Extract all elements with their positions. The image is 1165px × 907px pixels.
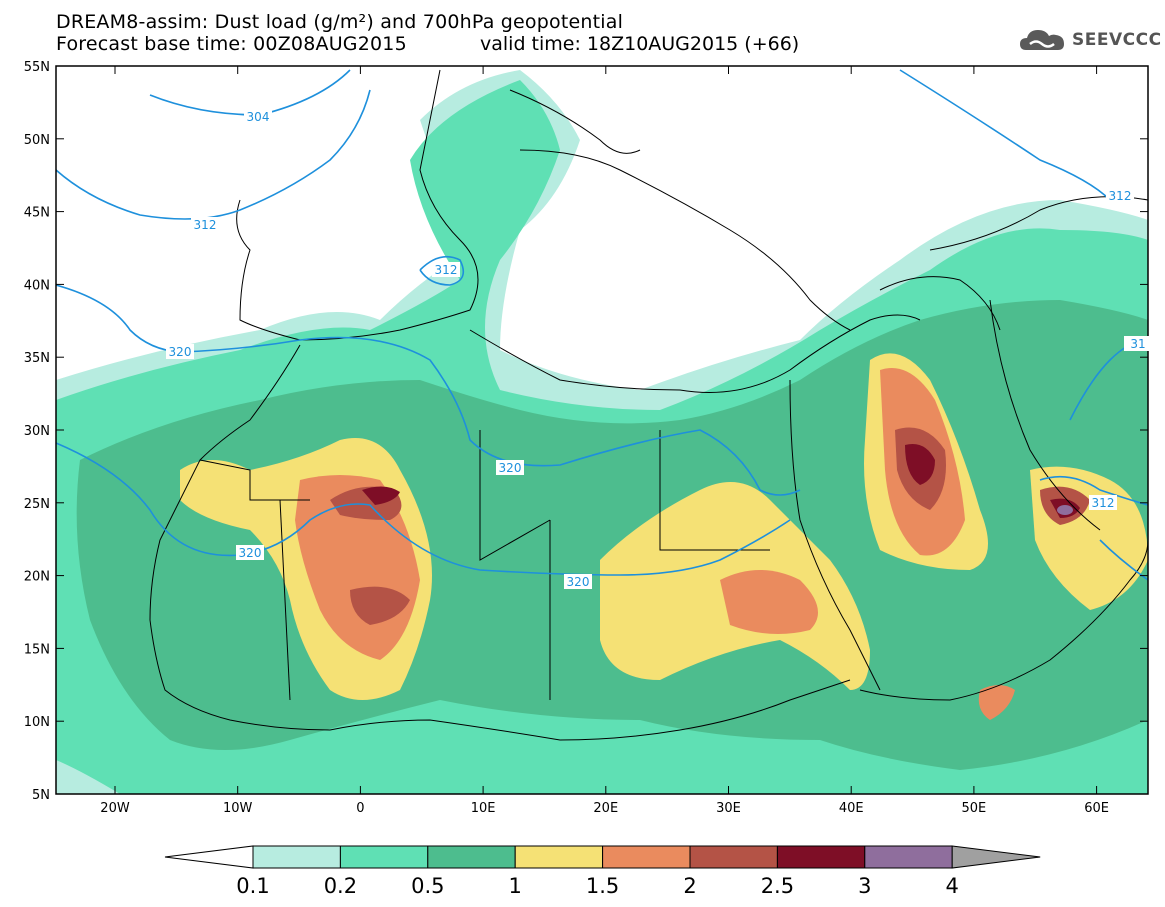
colorbar-box	[427, 845, 516, 869]
dust-band-3.0	[1057, 505, 1073, 515]
lat-label: 15N	[24, 642, 50, 657]
contour-312-sardinia	[419, 255, 465, 286]
lon-label: 20W	[100, 801, 130, 816]
lon-label: 50E	[962, 801, 987, 816]
colorbar-tick-label: 4	[946, 874, 959, 898]
cloud-logo-icon	[1020, 30, 1064, 50]
lon-label: 30E	[716, 801, 741, 816]
contour-label-bg	[496, 460, 524, 475]
dust-field	[56, 66, 1148, 794]
dust-band-2.5b	[905, 444, 935, 485]
colorbar-tick-label: 2.5	[761, 874, 794, 898]
geopotential-contours	[56, 69, 1148, 581]
lat-label: 30N	[24, 424, 50, 439]
dust-band-2.0b	[350, 586, 410, 625]
contour-label: 312	[435, 263, 458, 277]
contour-label: 312	[194, 218, 217, 232]
contour-320-south	[56, 442, 791, 576]
colorbar-legend: 0.1 0.2 0.5 1 1.5 2 2.5 3 4	[164, 845, 1041, 898]
lat-label: 55N	[24, 60, 50, 75]
colorbar-box	[252, 845, 341, 869]
contour-312-west	[56, 89, 371, 220]
colorbar-tick-label: 0.1	[236, 874, 269, 898]
lat-label: 50N	[24, 133, 50, 148]
colorbar-tick-label: 3	[858, 874, 871, 898]
lat-label: 20N	[24, 570, 50, 585]
lat-label: 35N	[24, 351, 50, 366]
colorbar-box	[339, 845, 429, 869]
forecast-base-time: Forecast base time: 00Z08AUG2015	[56, 33, 407, 55]
dust-band-2.5	[362, 486, 400, 505]
contour-label-bg	[1124, 336, 1152, 351]
contour-label-bg	[1089, 495, 1117, 510]
contour-label: 320	[239, 546, 262, 560]
lon-label: 40E	[839, 801, 864, 816]
contour-label-bg	[244, 109, 272, 124]
colorbar-tick-label: 0.2	[324, 874, 357, 898]
contour-labels: 304 312 312 320 320 320 320 312 312 31	[166, 109, 1152, 589]
contour-label-bg	[564, 574, 592, 589]
contour-label-bg	[236, 545, 264, 560]
lon-label: 10W	[223, 801, 253, 816]
lat-label: 40N	[24, 278, 50, 293]
colorbar-tick-label: 1	[509, 874, 522, 898]
lon-label: 20E	[593, 801, 618, 816]
contour-label-bg	[166, 344, 194, 359]
lat-label: 25N	[24, 497, 50, 512]
contour-label-bg	[191, 217, 219, 232]
colorbar-box	[776, 845, 866, 869]
lon-label: 10E	[471, 801, 496, 816]
colorbar-right-arrow	[951, 845, 1041, 869]
contour-label: 312	[1109, 189, 1132, 203]
colorbar-box	[602, 845, 691, 869]
colorbar-box	[689, 845, 778, 869]
contour-label: 320	[499, 461, 522, 475]
lon-label: 60E	[1084, 801, 1109, 816]
lat-label: 10N	[24, 715, 50, 730]
contour-label: 320	[567, 575, 590, 589]
colorbar-tick-label: 0.5	[411, 874, 444, 898]
dust-band-1.5d	[978, 685, 1015, 720]
colorbar-tick-label: 2	[683, 874, 696, 898]
latitude-axis: 55N 50N 45N 40N 35N 30N 25N 20N 15N 10N 5N	[24, 60, 1148, 803]
valid-time: valid time: 18Z10AUG2015 (+66)	[480, 33, 800, 55]
colorbar-box	[864, 845, 953, 869]
contour-312-east	[899, 69, 1111, 201]
colorbar-left-arrow	[164, 845, 254, 869]
lat-label: 45N	[24, 206, 50, 221]
longitude-axis: 20W 10W 0 10E 20E 30E 40E 50E 60E	[100, 66, 1109, 816]
dust-band-1.5c	[720, 570, 818, 634]
contour-label-bg	[1106, 188, 1134, 203]
contour-320-west	[56, 284, 801, 496]
contour-label: 312	[1092, 496, 1115, 510]
contour-312-gulf	[1039, 475, 1148, 506]
contour-label: 31	[1130, 337, 1145, 351]
contour-label-bg	[432, 262, 460, 277]
lon-label: 0	[356, 801, 364, 816]
map-title: DREAM8-assim: Dust load (g/m²) and 700hP…	[56, 11, 624, 33]
contour-label: 304	[247, 110, 270, 124]
lat-label: 5N	[32, 788, 50, 803]
borders	[149, 69, 1148, 741]
colorbar-box	[514, 845, 604, 869]
contour-label: 320	[169, 345, 192, 359]
seevccc-logo: SEEVCCC	[1018, 26, 1162, 54]
colorbar-tick-label: 1.5	[586, 874, 619, 898]
logo-text: SEEVCCC	[1072, 30, 1162, 50]
